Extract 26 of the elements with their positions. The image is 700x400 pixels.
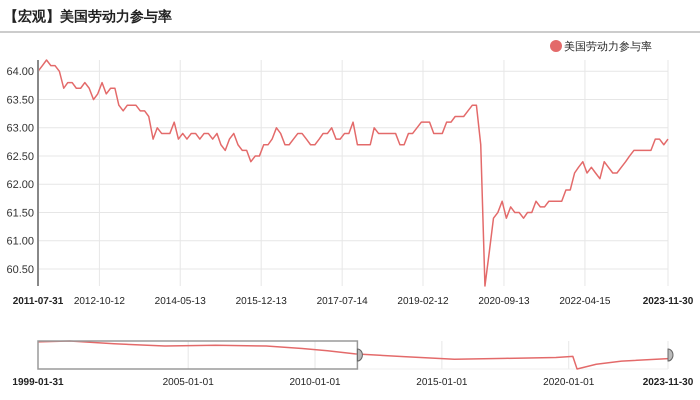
- x-tick-label: 2015-01-01: [416, 377, 468, 388]
- y-tick-label: 63.00: [6, 122, 34, 135]
- y-tick-label: 61.00: [6, 236, 34, 248]
- x-tick-label: 2012-10-12: [74, 296, 126, 307]
- y-tick-label: 62.50: [6, 150, 34, 163]
- x-tick-label: 2017-07-14: [316, 296, 368, 307]
- y-tick-label: 61.50: [6, 207, 34, 220]
- y-tick-label: 64.00: [6, 66, 34, 78]
- x-tick-label: 2014-05-13: [154, 296, 206, 307]
- x-tick-label: 2005-01-01: [162, 377, 214, 388]
- x-tick-label: 2022-04-15: [559, 296, 611, 307]
- x-tick-label: 2011-07-31: [12, 296, 64, 307]
- x-tick-label: 2019-02-12: [397, 296, 450, 307]
- x-tick-label: 2023-11-30: [642, 377, 694, 388]
- line-series: [37, 59, 669, 287]
- y-tick-label: 62.00: [6, 179, 34, 192]
- y-tick-label: 63.50: [6, 94, 34, 106]
- x-tick-label: 2020-09-13: [478, 296, 530, 307]
- chart-title: 【宏观】美国劳动力参与率: [4, 8, 172, 24]
- x-tick-label: 2010-01-01: [289, 377, 342, 388]
- x-tick-label: 2020-01-01: [543, 377, 595, 388]
- y-tick-label: 60.50: [6, 264, 34, 276]
- x-tick-label: 2023-11-30: [642, 296, 694, 307]
- legend-label: 美国劳动力参与率: [564, 40, 652, 53]
- x-tick-label: 2015-12-13: [236, 296, 288, 307]
- x-tick-label: 1999-01-31: [12, 377, 64, 388]
